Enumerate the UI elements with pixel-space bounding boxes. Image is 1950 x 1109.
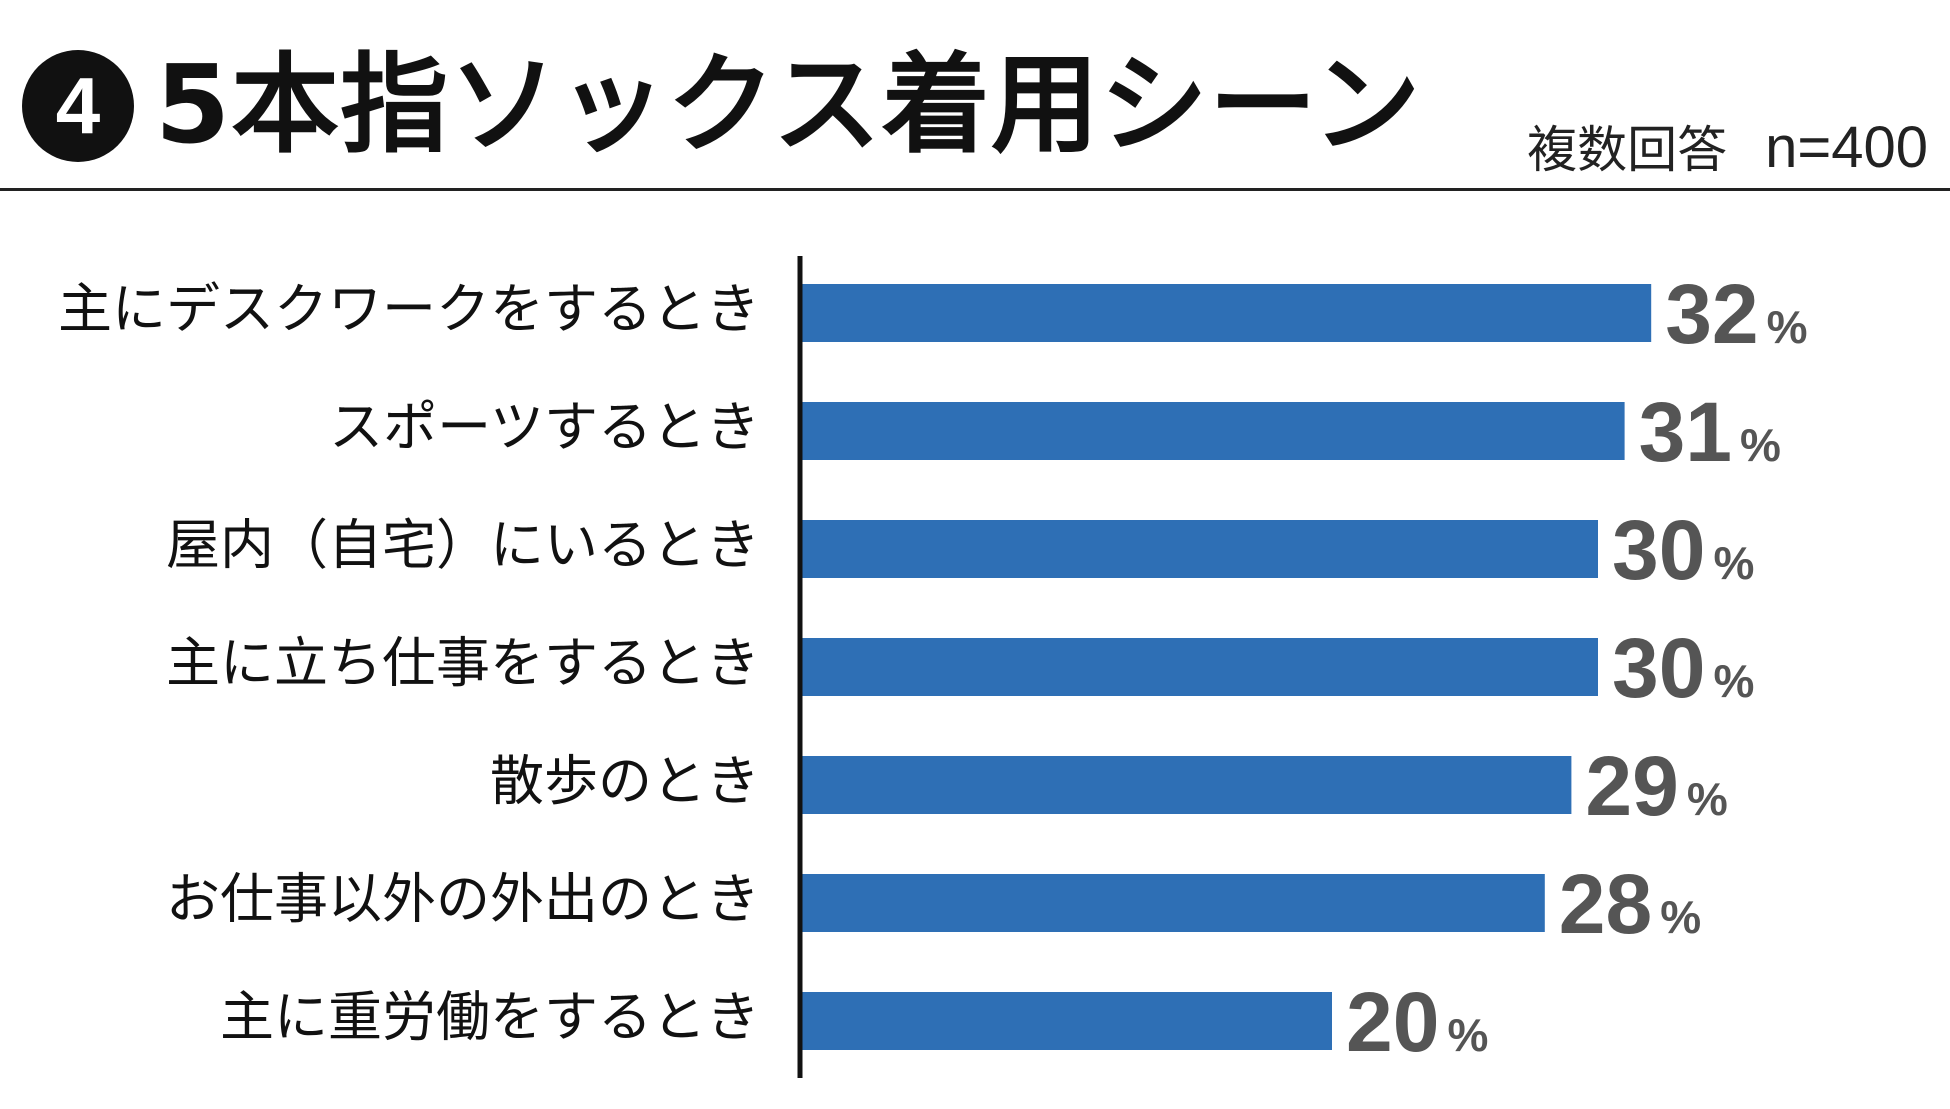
value-label: 29%	[1585, 739, 1727, 833]
category-label: 散歩のとき	[490, 750, 760, 813]
value-label: 30%	[1612, 503, 1754, 597]
value-label: 30%	[1612, 621, 1754, 715]
bar	[800, 520, 1598, 578]
value-label: 20%	[1346, 975, 1488, 1069]
bar	[800, 992, 1332, 1050]
category-label: 主に重労働をするとき	[220, 986, 760, 1049]
value-label: 28%	[1559, 857, 1701, 951]
chart-header: 4 5本指ソックス着用シーン 複数回答 n=400	[0, 0, 1950, 191]
category-label: スポーツするとき	[329, 396, 760, 459]
value-label: 32%	[1665, 267, 1807, 361]
category-label: 屋内（自宅）にいるとき	[166, 514, 760, 577]
bar	[800, 402, 1625, 460]
answer-type-label: 複数回答	[1527, 121, 1728, 179]
value-label: 31%	[1639, 385, 1781, 479]
category-label: 主にデスクワークをするとき	[58, 278, 760, 341]
header-divider	[0, 188, 1950, 191]
bar	[800, 874, 1545, 932]
category-label: 主に立ち仕事をするとき	[166, 632, 760, 695]
chart-title: 5本指ソックス着用シーン	[155, 43, 1422, 168]
number-badge: 4	[22, 50, 134, 162]
sample-size-label: n=400	[1765, 115, 1928, 180]
bar	[800, 284, 1652, 342]
category-label: お仕事以外の外出のとき	[166, 868, 760, 931]
bar	[800, 638, 1598, 696]
bar	[800, 756, 1572, 814]
chart-meta: 複数回答 n=400	[1527, 110, 1928, 182]
